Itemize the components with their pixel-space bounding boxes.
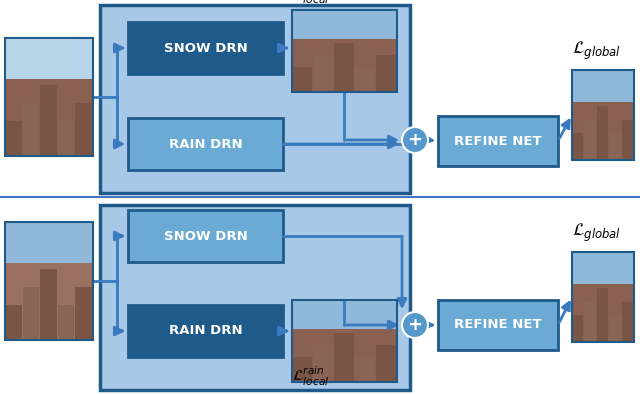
Bar <box>5 305 22 340</box>
Bar <box>376 55 396 92</box>
Bar <box>292 329 397 382</box>
Bar <box>334 43 354 92</box>
Bar <box>292 39 397 92</box>
Text: $\mathcal{L}^{rain}_{local}$: $\mathcal{L}^{rain}_{local}$ <box>292 365 330 388</box>
Bar <box>292 67 312 92</box>
Bar <box>128 305 283 357</box>
Text: SNOW DRN: SNOW DRN <box>164 41 248 54</box>
Bar <box>58 121 74 156</box>
Bar <box>292 10 397 92</box>
Bar <box>5 263 93 340</box>
Text: RAIN DRN: RAIN DRN <box>169 325 243 338</box>
Bar <box>596 288 608 342</box>
Circle shape <box>402 127 428 153</box>
Bar <box>572 315 584 342</box>
Bar <box>572 102 634 160</box>
Bar <box>596 106 608 160</box>
Bar <box>621 119 633 160</box>
Bar <box>572 133 584 160</box>
Bar <box>572 70 634 110</box>
Bar <box>5 79 93 156</box>
Circle shape <box>402 312 428 338</box>
Text: REFINE NET: REFINE NET <box>454 318 542 331</box>
Bar <box>128 210 283 262</box>
Text: SNOW DRN: SNOW DRN <box>164 229 248 242</box>
Bar <box>584 119 596 160</box>
Bar <box>292 329 397 382</box>
Text: REFINE NET: REFINE NET <box>454 134 542 147</box>
Bar <box>22 287 39 340</box>
Text: +: + <box>408 316 422 334</box>
Bar <box>22 103 39 156</box>
Bar <box>438 116 558 166</box>
Bar <box>100 5 410 193</box>
Bar <box>572 70 634 160</box>
Bar <box>609 133 621 160</box>
Bar <box>313 345 333 382</box>
Bar <box>609 315 621 342</box>
Text: +: + <box>408 131 422 149</box>
Bar <box>572 284 634 342</box>
Bar <box>572 252 634 292</box>
Bar <box>438 300 558 350</box>
Bar <box>40 269 57 340</box>
Bar <box>76 287 92 340</box>
Bar <box>355 67 375 92</box>
Bar <box>5 121 22 156</box>
Bar <box>5 79 93 156</box>
Bar <box>584 301 596 342</box>
Bar <box>5 38 93 156</box>
Bar <box>128 118 283 170</box>
Bar <box>572 284 634 342</box>
Bar <box>128 22 283 74</box>
Bar <box>572 102 634 160</box>
Bar <box>5 263 93 340</box>
Bar <box>292 357 312 382</box>
Bar <box>5 222 93 275</box>
Bar <box>5 222 93 340</box>
Bar <box>621 301 633 342</box>
Bar <box>5 38 93 91</box>
Bar <box>313 55 333 92</box>
Bar <box>292 300 397 382</box>
Text: $\mathcal{L}_{global}$: $\mathcal{L}_{global}$ <box>572 40 621 62</box>
Text: $\mathcal{L}^{snow}_{local}$: $\mathcal{L}^{snow}_{local}$ <box>292 0 332 6</box>
Bar <box>292 10 397 47</box>
Bar <box>292 300 397 337</box>
Bar <box>58 305 74 340</box>
Bar <box>100 205 410 390</box>
Bar <box>355 357 375 382</box>
Bar <box>40 85 57 156</box>
Bar <box>376 345 396 382</box>
Bar <box>76 103 92 156</box>
Text: RAIN DRN: RAIN DRN <box>169 138 243 151</box>
Bar <box>292 39 397 92</box>
Bar <box>572 252 634 342</box>
Text: $\mathcal{L}_{global}$: $\mathcal{L}_{global}$ <box>572 222 621 244</box>
Bar <box>334 333 354 382</box>
